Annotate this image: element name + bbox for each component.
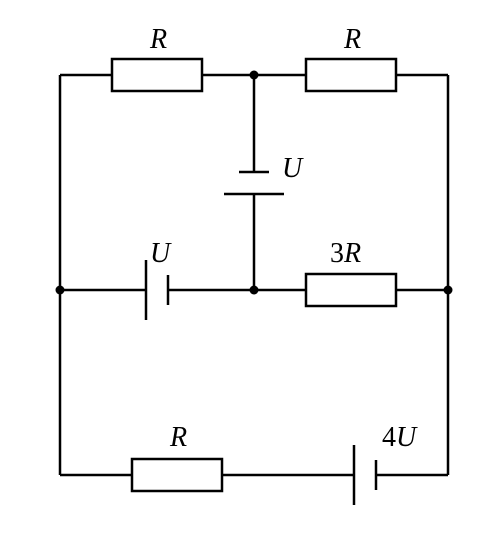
label-3R: 3R	[330, 238, 361, 269]
node-mid-right	[444, 286, 453, 295]
resistor-R-bottom	[132, 459, 222, 491]
resistor-3R	[306, 274, 396, 306]
label-R-top-right: R	[343, 24, 361, 55]
resistor-R-top-right	[306, 59, 396, 91]
label-U-horiz: U	[150, 238, 172, 269]
label-U-vert: U	[282, 153, 304, 184]
resistor-R-top-left	[112, 59, 202, 91]
node-mid-left	[56, 286, 65, 295]
circuit-diagram: R R U U 3R R 4U	[0, 0, 500, 539]
label-R-top-left: R	[149, 24, 167, 55]
node-top-mid	[250, 71, 259, 80]
label-4U: 4U	[382, 422, 418, 453]
label-R-bottom: R	[169, 422, 187, 453]
node-center	[250, 286, 259, 295]
